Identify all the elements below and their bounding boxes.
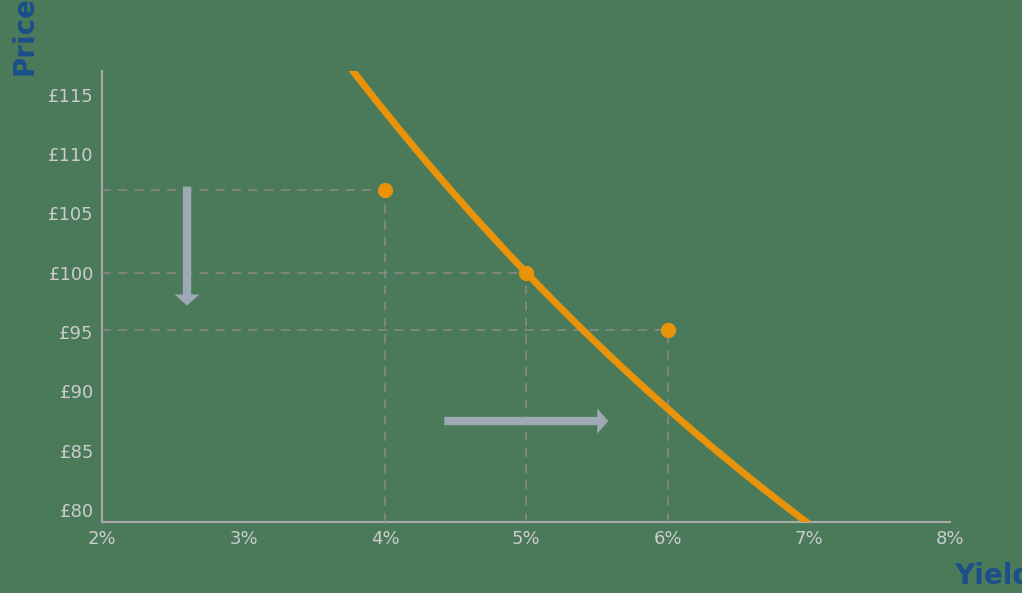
- X-axis label: Yield: Yield: [954, 562, 1022, 591]
- Y-axis label: Price: Price: [10, 0, 39, 75]
